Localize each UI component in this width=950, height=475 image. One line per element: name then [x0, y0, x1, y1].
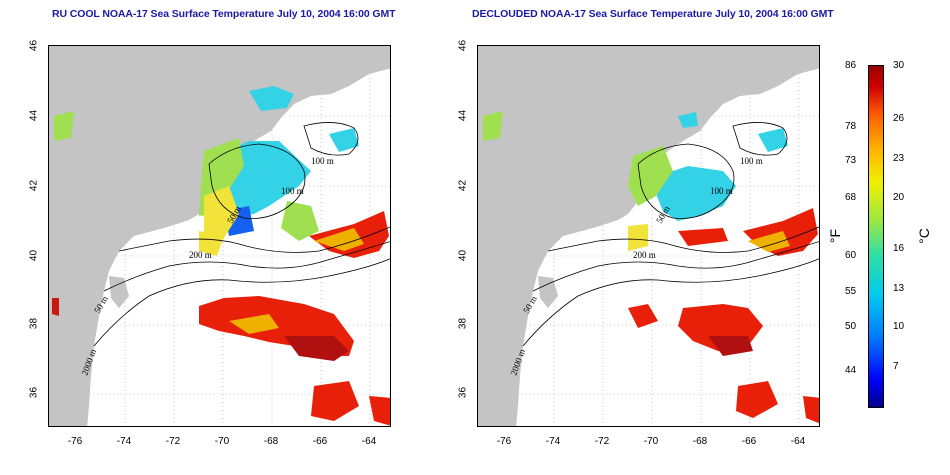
lon-tick: -64: [361, 436, 377, 447]
colorbar-f-label: 86: [845, 60, 857, 71]
colorbar-f-label: 73: [845, 155, 857, 166]
colorbar-c-label: 7: [893, 361, 899, 372]
colorbar-c-label: 13: [893, 283, 905, 294]
lat-tick: 46: [457, 39, 469, 52]
lat-tick: 44: [28, 109, 40, 122]
lat-tick: 36: [28, 386, 40, 399]
lat-tick: 36: [457, 386, 469, 399]
bathymetry-contours: [522, 122, 819, 347]
colorbar-f-label: 60: [845, 250, 857, 261]
lon-tick: -72: [594, 436, 610, 447]
lon-tick: -74: [545, 436, 561, 447]
lat-tick: 40: [457, 249, 469, 262]
bathymetry-contours: [93, 122, 390, 347]
sst-green: [483, 111, 673, 206]
lat-tick: 40: [28, 249, 40, 262]
colorbar-c-label: 26: [893, 113, 905, 124]
map-svg-declouded: 100 m 100 m 50 m 200 m 50 m 2000 m: [478, 46, 819, 426]
colorbar-c-label: 10: [893, 321, 905, 332]
sst-yellow: [199, 186, 239, 256]
lon-tick: -76: [67, 436, 83, 447]
land-mass: [49, 46, 390, 426]
sst-yellow: [628, 224, 648, 251]
lat-tick: 44: [457, 109, 469, 122]
lon-tick: -74: [116, 436, 132, 447]
colorbar-unit-f: °F: [827, 228, 844, 244]
lat-tick: 42: [457, 179, 469, 192]
contour-label-200m: 200 m: [633, 250, 656, 260]
lon-tick: -70: [643, 436, 659, 447]
sst-mid: [229, 228, 364, 334]
lon-tick: -68: [263, 436, 279, 447]
colorbar-f-label: 44: [845, 365, 857, 376]
colorbar-f-label: 50: [845, 321, 857, 332]
contour-label-100m-a: 100 m: [740, 156, 763, 166]
sst-map-declouded: 100 m 100 m 50 m 200 m 50 m 2000 m: [477, 45, 820, 427]
contour-label-100m-b: 100 m: [281, 186, 304, 196]
title-left: RU COOL NOAA-17 Sea Surface Temperature …: [52, 8, 396, 20]
contour-label-100m-a: 100 m: [311, 156, 334, 166]
lon-tick: -72: [165, 436, 181, 447]
lat-tick: 38: [28, 317, 40, 330]
colorbar-c-label: 16: [893, 243, 905, 254]
colorbar-f-label: 78: [845, 121, 857, 132]
lon-tick: -66: [741, 436, 757, 447]
land-mass: [478, 46, 819, 426]
colorbar-c-label: 23: [893, 153, 905, 164]
colorbar-unit-c: °C: [915, 228, 932, 244]
sst-map-raw: 100 m 100 m 50 m 200 m 50 m 2000 m: [48, 45, 391, 427]
colorbar-c-label: 20: [893, 192, 905, 203]
colorbar-f-label: 68: [845, 192, 857, 203]
sst-warm: [628, 208, 819, 424]
lon-tick: -64: [790, 436, 806, 447]
land-patch: [109, 276, 129, 308]
land-patch: [538, 276, 558, 308]
lon-tick: -70: [214, 436, 230, 447]
colorbar-f-label: 55: [845, 286, 857, 297]
lat-tick: 38: [457, 317, 469, 330]
title-right: DECLOUDED NOAA-17 Sea Surface Temperatur…: [472, 8, 834, 20]
colorbar-c-label: 30: [893, 60, 905, 71]
map-svg-raw: 100 m 100 m 50 m 200 m 50 m 2000 m: [49, 46, 390, 426]
contour-label-100m-b: 100 m: [710, 186, 733, 196]
contour-label-200m: 200 m: [189, 250, 212, 260]
sst-mid: [748, 231, 790, 252]
lat-tick: 42: [28, 179, 40, 192]
lon-tick: -76: [496, 436, 512, 447]
lat-tick: 46: [28, 39, 40, 52]
lon-tick: -66: [312, 436, 328, 447]
lon-tick: -68: [692, 436, 708, 447]
temperature-colorbar: [868, 65, 884, 408]
